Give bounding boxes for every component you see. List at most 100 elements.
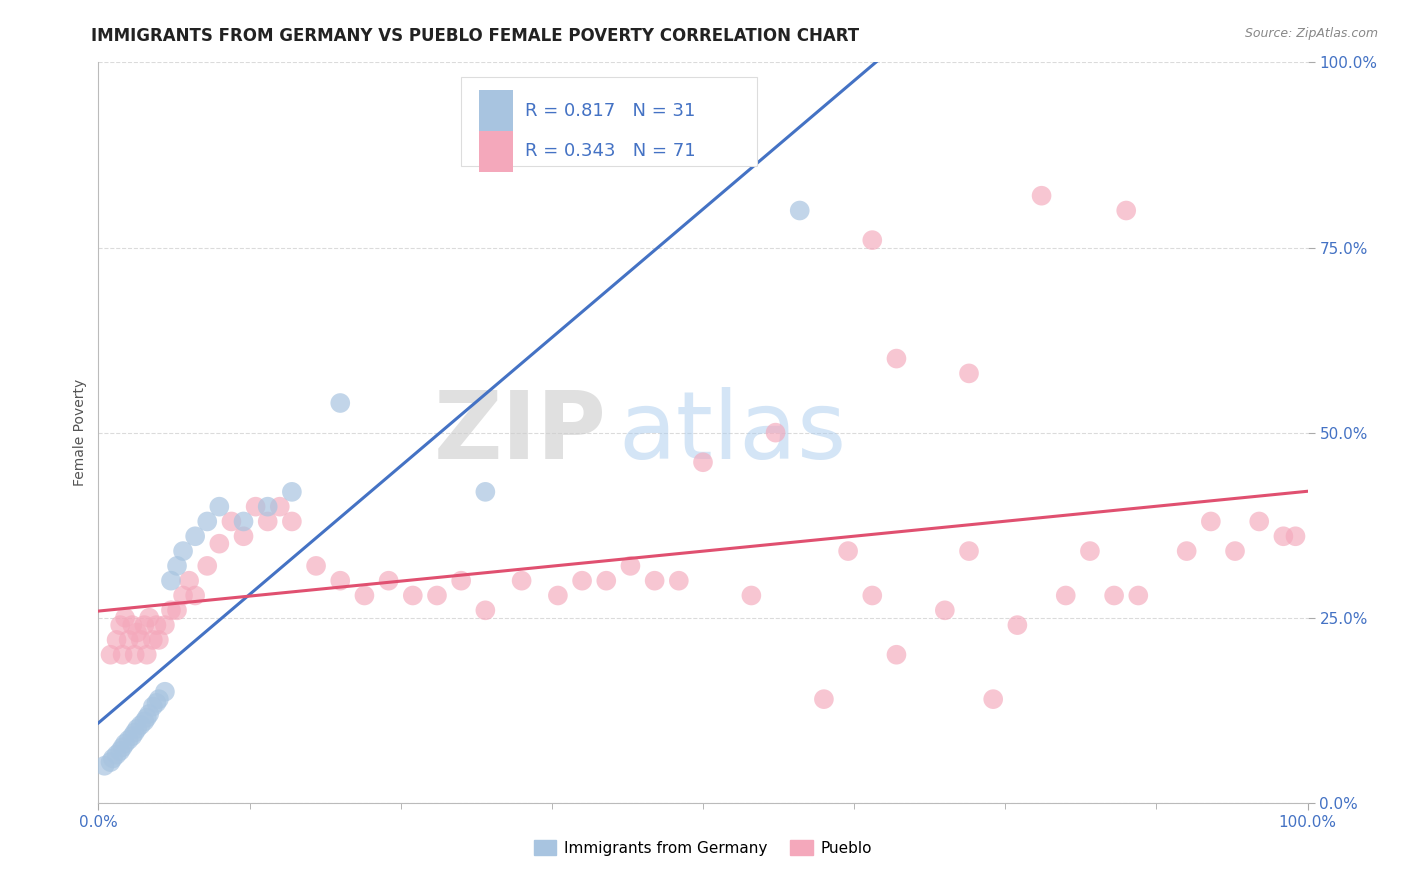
- Point: [160, 574, 183, 588]
- Point: [135, 711, 157, 725]
- Point: [1175, 544, 1198, 558]
- Point: [740, 589, 762, 603]
- Point: [281, 484, 304, 499]
- Point: [474, 603, 496, 617]
- Point: [111, 648, 134, 662]
- Point: [138, 610, 160, 624]
- Point: [127, 722, 149, 736]
- Point: [111, 740, 134, 755]
- Point: [245, 500, 267, 514]
- Point: [100, 755, 122, 769]
- Point: [184, 529, 207, 543]
- Point: [208, 536, 231, 550]
- Point: [305, 558, 328, 573]
- Point: [886, 648, 908, 662]
- Point: [148, 632, 170, 647]
- Y-axis label: Female Poverty: Female Poverty: [73, 379, 87, 486]
- Point: [765, 425, 787, 440]
- Point: [124, 648, 146, 662]
- Point: [377, 574, 399, 588]
- Point: [934, 603, 956, 617]
- Point: [127, 625, 149, 640]
- Point: [981, 692, 1004, 706]
- FancyBboxPatch shape: [479, 90, 513, 131]
- Point: [692, 455, 714, 469]
- Point: [129, 718, 152, 732]
- Point: [105, 747, 128, 762]
- Point: [402, 589, 425, 603]
- Point: [1102, 589, 1125, 603]
- Point: [195, 558, 218, 573]
- FancyBboxPatch shape: [461, 78, 758, 166]
- Point: [148, 692, 170, 706]
- Point: [474, 484, 496, 499]
- Point: [129, 632, 152, 647]
- Point: [1007, 618, 1029, 632]
- Point: [957, 367, 980, 381]
- Point: [1223, 544, 1246, 558]
- Point: [142, 699, 165, 714]
- Point: [1272, 529, 1295, 543]
- Point: [172, 544, 194, 558]
- Point: [121, 618, 143, 632]
- Point: [269, 500, 291, 514]
- Point: [256, 515, 278, 529]
- Point: [184, 589, 207, 603]
- Point: [100, 648, 122, 662]
- Point: [329, 574, 352, 588]
- Point: [105, 632, 128, 647]
- Point: [571, 574, 593, 588]
- Point: [789, 203, 811, 218]
- Point: [886, 351, 908, 366]
- Text: IMMIGRANTS FROM GERMANY VS PUEBLO FEMALE POVERTY CORRELATION CHART: IMMIGRANTS FROM GERMANY VS PUEBLO FEMALE…: [91, 27, 859, 45]
- Point: [142, 632, 165, 647]
- Point: [860, 589, 883, 603]
- Point: [153, 618, 176, 632]
- Point: [668, 574, 690, 588]
- Text: R = 0.343   N = 71: R = 0.343 N = 71: [526, 143, 696, 161]
- Point: [547, 589, 569, 603]
- Point: [108, 744, 131, 758]
- Point: [195, 515, 218, 529]
- Point: [1054, 589, 1077, 603]
- Point: [1078, 544, 1101, 558]
- Point: [179, 574, 201, 588]
- Point: [232, 529, 254, 543]
- Point: [644, 574, 666, 588]
- Point: [232, 515, 254, 529]
- Legend: Immigrants from Germany, Pueblo: Immigrants from Germany, Pueblo: [527, 834, 879, 862]
- Point: [426, 589, 449, 603]
- Point: [256, 500, 278, 514]
- Point: [595, 574, 617, 588]
- Point: [134, 714, 156, 729]
- Point: [160, 603, 183, 617]
- Point: [1284, 529, 1306, 543]
- Point: [135, 648, 157, 662]
- Point: [1031, 188, 1053, 202]
- Point: [281, 515, 304, 529]
- Point: [450, 574, 472, 588]
- Point: [118, 732, 141, 747]
- Point: [145, 618, 167, 632]
- Point: [121, 729, 143, 743]
- Point: [172, 589, 194, 603]
- Point: [329, 396, 352, 410]
- Point: [837, 544, 859, 558]
- Point: [101, 751, 124, 765]
- Point: [1115, 203, 1137, 218]
- Point: [1249, 515, 1271, 529]
- Point: [108, 618, 131, 632]
- Point: [860, 233, 883, 247]
- Point: [221, 515, 243, 529]
- FancyBboxPatch shape: [479, 131, 513, 171]
- Point: [124, 725, 146, 739]
- Point: [813, 692, 835, 706]
- Point: [153, 685, 176, 699]
- Point: [93, 758, 115, 772]
- Text: Source: ZipAtlas.com: Source: ZipAtlas.com: [1244, 27, 1378, 40]
- Text: ZIP: ZIP: [433, 386, 606, 479]
- Point: [1199, 515, 1222, 529]
- Point: [1128, 589, 1150, 603]
- Point: [118, 632, 141, 647]
- Point: [138, 706, 160, 721]
